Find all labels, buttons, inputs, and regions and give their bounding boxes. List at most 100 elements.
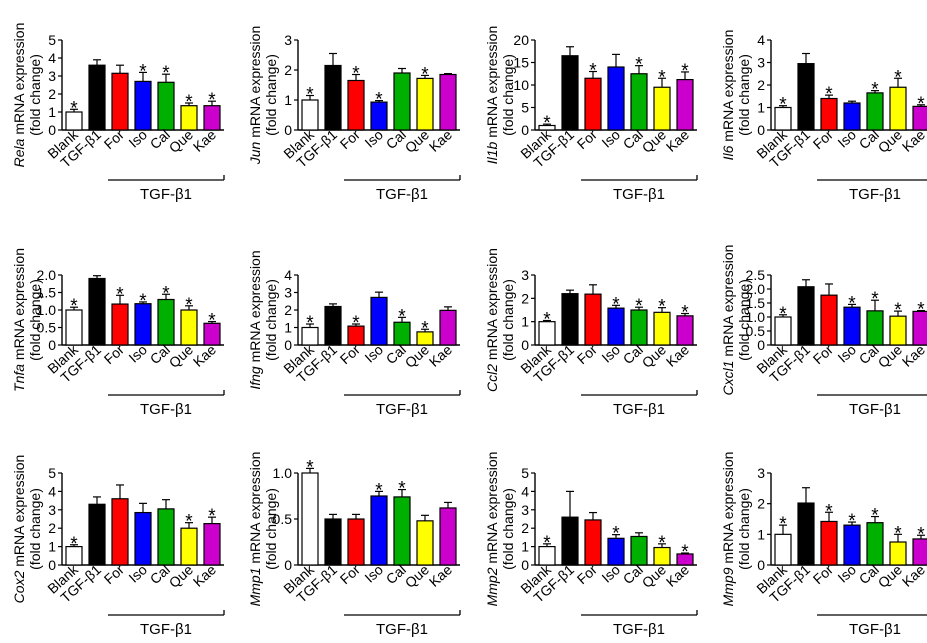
y-tick-label: 1: [284, 92, 292, 108]
y-axis-label: Tnfa mRNA expression: [11, 248, 27, 392]
bar-tgf1: [324, 305, 342, 346]
y-tick-label: 1.0: [37, 302, 57, 318]
y-axis-unit: (fold change): [263, 279, 279, 361]
y-tick-label: 1: [48, 104, 56, 120]
y-axis-label: Il1b mRNA expression: [484, 26, 500, 165]
y-tick-label: 2: [757, 77, 765, 93]
significance-star: *: [116, 284, 124, 305]
bar-blank: [774, 533, 792, 566]
significance-star: *: [589, 61, 597, 82]
panel-cox2: 0 1 2 3 4 5 Cox2 mRNA expression (fold change) *…: [11, 455, 225, 638]
bar-for: [820, 294, 838, 346]
bar-iso: [370, 296, 388, 346]
y-tick-label: 10: [513, 77, 529, 93]
y-axis-label-suffix: mRNA expression: [11, 455, 27, 571]
y-tick-label: 1: [284, 320, 292, 336]
y-axis-unit: (fold change): [263, 488, 279, 570]
y-axis-label-gene: Cxcl1: [720, 360, 736, 395]
bar-for: [111, 498, 129, 566]
significance-star: *: [398, 306, 406, 327]
y-axis-label-suffix: mRNA expression: [484, 26, 500, 142]
significance-star: *: [375, 480, 383, 501]
bar-tgf1: [324, 64, 342, 131]
bar-iso: [607, 66, 625, 131]
bar-for: [347, 518, 365, 566]
bar-que: [180, 527, 198, 566]
y-tick-label: 1.5: [746, 295, 766, 311]
y-tick-label: 2: [284, 302, 292, 318]
significance-star: *: [421, 64, 429, 85]
significance-star: *: [421, 318, 429, 339]
y-tick-label: 4: [757, 32, 765, 48]
bar-tgf1: [88, 64, 106, 131]
y-tick-label: 1.0: [273, 465, 293, 481]
bar-cal: [157, 81, 175, 131]
bar-cal: [630, 73, 648, 131]
y-axis-label: Mmp2 mRNA expression: [484, 452, 500, 607]
y-axis-label-suffix: mRNA expression: [247, 452, 263, 568]
significance-star: *: [894, 523, 902, 544]
bar-for: [111, 72, 129, 131]
bar-que: [889, 541, 907, 566]
y-axis-label: Cox2 mRNA expression: [11, 455, 27, 604]
y-tick-label: 0: [284, 122, 292, 138]
y-axis-label-gene: Il6: [720, 145, 736, 160]
y-axis-unit: (fold change): [27, 279, 43, 361]
y-tick-label: 0.5: [273, 511, 293, 527]
significance-star: *: [70, 534, 78, 555]
panel-tnfa: 00.5 1.01.5 2.0 Tnfa mRNA expression (fold c…: [11, 248, 225, 418]
y-axis-label-gene: Rela: [11, 138, 27, 167]
y-axis-label: Rela mRNA expression: [11, 23, 27, 168]
bar-iso: [370, 495, 388, 566]
panel-mmp2: 0 1 2 3 4 5 Mmp2 mRNA expression (fold change) *…: [484, 452, 698, 638]
significance-star: *: [352, 64, 360, 85]
y-axis-unit: (fold change): [27, 488, 43, 570]
bar-que: [416, 77, 434, 131]
y-tick-label: 2: [284, 62, 292, 78]
y-axis-label: Cxcl1 mRNA expression: [720, 245, 736, 396]
significance-star: *: [635, 296, 643, 317]
bar-tgf1: [797, 502, 815, 566]
significance-star: *: [871, 506, 879, 527]
y-tick-label: 4: [48, 483, 56, 499]
y-axis-unit: (fold change): [27, 54, 43, 136]
bar-tgf1: [797, 286, 815, 346]
y-axis-unit: (fold change): [500, 488, 516, 570]
significance-star: *: [306, 313, 314, 334]
group-label: TGF-β1: [613, 401, 665, 418]
significance-star: *: [185, 512, 193, 533]
y-axis-label: Ifng mRNA expression: [247, 250, 263, 389]
y-axis-label-suffix: mRNA expression: [11, 23, 27, 139]
significance-star: *: [208, 506, 216, 527]
bar-cal: [157, 298, 175, 346]
significance-star: *: [162, 63, 170, 84]
significance-star: *: [825, 501, 833, 522]
y-tick-label: 0: [48, 337, 56, 353]
group-label: TGF-β1: [376, 186, 428, 203]
bar-que: [889, 86, 907, 131]
bar-kae: [203, 522, 221, 566]
y-tick-label: 3: [284, 285, 292, 301]
y-tick-label: 0: [48, 557, 56, 573]
bar-cal: [157, 508, 175, 566]
significance-star: *: [635, 55, 643, 76]
bar-tgf1: [88, 503, 106, 566]
y-tick-label: 0: [521, 122, 529, 138]
panel-rela: 0 1 2 3 4 5 Rela mRNA expression (fold change) *…: [11, 23, 225, 203]
bar-iso: [843, 102, 861, 131]
bar-blank: [301, 472, 319, 566]
significance-star: *: [185, 92, 193, 113]
bar-for: [111, 303, 129, 346]
significance-star: *: [848, 511, 856, 532]
y-tick-label: 1: [757, 526, 765, 542]
y-axis-label: Mmp9 mRNA expression: [720, 452, 736, 607]
y-tick-label: 1.5: [37, 285, 57, 301]
y-axis-unit: (fold change): [500, 54, 516, 136]
significance-star: *: [894, 300, 902, 321]
y-tick-label: 2.0: [37, 267, 57, 283]
y-axis-label-gene: Jun: [247, 141, 263, 165]
significance-star: *: [894, 67, 902, 88]
